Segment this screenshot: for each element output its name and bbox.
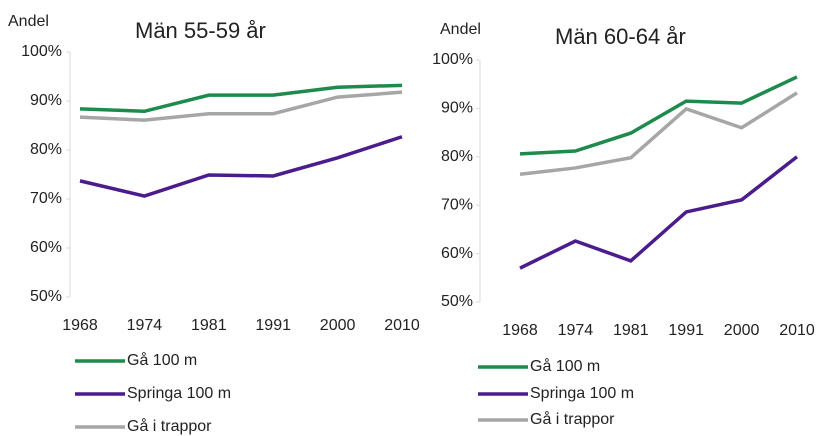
x-tick-label: 1968 bbox=[62, 317, 98, 334]
x-tick-label: 1974 bbox=[558, 322, 594, 339]
y-tick-label: 50% bbox=[30, 288, 62, 305]
y-tick-label: 100% bbox=[21, 43, 62, 60]
y-tick-label: 50% bbox=[441, 293, 473, 310]
chart-title: Män 60-64 år bbox=[555, 24, 686, 49]
y-axis-label: Andel bbox=[440, 21, 481, 38]
y-axis-label: Andel bbox=[8, 13, 49, 30]
x-tick-label: 2010 bbox=[779, 322, 815, 339]
legend-label: Gå i trappor bbox=[127, 417, 212, 435]
legend-label: Gå 100 m bbox=[530, 357, 600, 375]
legend-label: Gå i trappor bbox=[530, 410, 615, 428]
line-series bbox=[79, 90, 403, 122]
line-series bbox=[519, 155, 799, 270]
x-tick-label: 1981 bbox=[191, 317, 227, 334]
x-tick-label: 1991 bbox=[255, 317, 291, 334]
legend-label: Gå 100 m bbox=[127, 351, 197, 369]
y-tick-label: 80% bbox=[441, 148, 473, 165]
y-tick-label: 70% bbox=[441, 196, 473, 213]
y-tick-label: 90% bbox=[441, 100, 473, 117]
y-tick-label: 100% bbox=[432, 51, 473, 68]
legend-label: Springa 100 m bbox=[127, 385, 231, 402]
x-tick-label: 1981 bbox=[613, 322, 649, 339]
legend-label: Springa 100 m bbox=[530, 385, 634, 402]
y-tick-label: 80% bbox=[30, 141, 62, 158]
x-tick-label: 2000 bbox=[320, 317, 356, 334]
line-series bbox=[519, 91, 798, 176]
x-tick-label: 2010 bbox=[384, 317, 420, 334]
y-tick-label: 60% bbox=[30, 239, 62, 256]
line-series bbox=[519, 75, 798, 156]
chart-title: Män 55-59 år bbox=[135, 18, 266, 43]
line-series bbox=[79, 135, 403, 198]
x-tick-label: 2000 bbox=[724, 322, 760, 339]
line-series bbox=[79, 83, 403, 114]
y-tick-label: 90% bbox=[30, 92, 62, 109]
x-tick-label: 1974 bbox=[127, 317, 163, 334]
y-tick-label: 70% bbox=[30, 190, 62, 207]
y-tick-label: 60% bbox=[441, 245, 473, 262]
x-tick-label: 1991 bbox=[668, 322, 704, 339]
x-tick-label: 1968 bbox=[502, 322, 538, 339]
